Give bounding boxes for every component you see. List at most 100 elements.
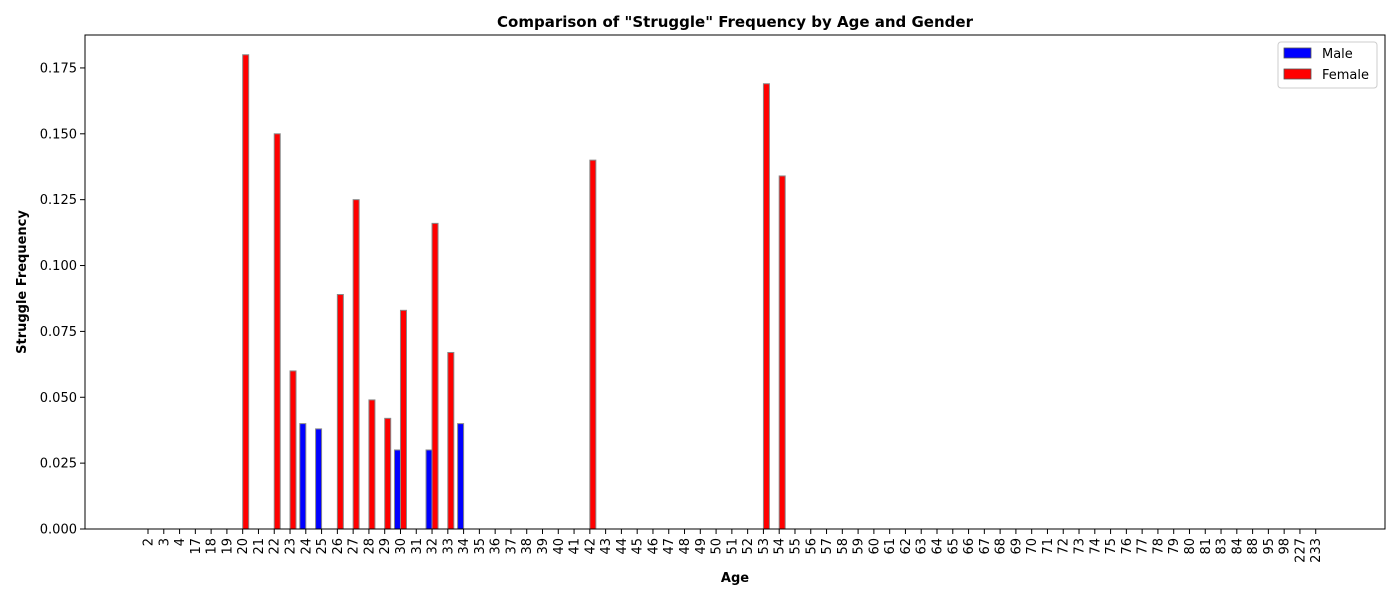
bar-female-22 bbox=[273, 133, 281, 530]
x-tick-label: 19 bbox=[220, 538, 235, 555]
x-tick-label: 73 bbox=[1073, 538, 1088, 555]
legend-swatch-female bbox=[1283, 68, 1312, 80]
x-tick-label: 4 bbox=[173, 538, 188, 546]
x-tick-label: 95 bbox=[1262, 538, 1277, 555]
x-tick-label: 26 bbox=[331, 538, 346, 555]
x-tick-label: 80 bbox=[1183, 538, 1198, 555]
x-tick-label: 40 bbox=[552, 538, 567, 555]
bar-female-33 bbox=[447, 351, 455, 530]
x-tick-label: 44 bbox=[615, 538, 630, 555]
x-tick-label: 47 bbox=[662, 538, 677, 555]
x-tick-label: 50 bbox=[710, 538, 725, 555]
y-tick-label: 0.050 bbox=[40, 391, 77, 406]
x-tick-label: 48 bbox=[678, 538, 693, 555]
x-tick-label: 32 bbox=[426, 538, 441, 555]
x-tick-label: 70 bbox=[1025, 538, 1040, 555]
bar-female-54 bbox=[778, 175, 786, 530]
bar-female-53 bbox=[762, 83, 770, 530]
x-tick-label: 61 bbox=[883, 538, 898, 555]
x-tick-label: 17 bbox=[189, 538, 204, 555]
bar-male-25 bbox=[315, 428, 323, 530]
x-tick-label: 59 bbox=[852, 538, 867, 555]
x-tick-label: 38 bbox=[520, 538, 535, 555]
bar-female-26 bbox=[336, 294, 344, 530]
chart-title: Comparison of "Struggle" Frequency by Ag… bbox=[497, 13, 974, 31]
x-tick-label: 233 bbox=[1309, 538, 1324, 563]
bar-female-30 bbox=[399, 309, 407, 530]
x-tick-label: 33 bbox=[441, 538, 456, 555]
x-tick-label: 98 bbox=[1278, 538, 1293, 555]
x-tick-label: 79 bbox=[1167, 538, 1182, 555]
bar-female-27 bbox=[352, 199, 360, 530]
x-tick-label: 29 bbox=[378, 538, 393, 555]
x-tick-label: 3 bbox=[157, 538, 172, 546]
x-tick-label: 83 bbox=[1215, 538, 1230, 555]
x-tick-label: 39 bbox=[536, 538, 551, 555]
bar-female-32 bbox=[431, 222, 439, 530]
x-tick-label: 18 bbox=[205, 538, 220, 555]
x-tick-label: 77 bbox=[1136, 538, 1151, 555]
x-tick-label: 28 bbox=[362, 538, 377, 555]
x-tick-label: 54 bbox=[773, 538, 788, 555]
x-tick-label: 37 bbox=[504, 538, 519, 555]
x-tick-label: 76 bbox=[1120, 538, 1135, 555]
x-tick-label: 27 bbox=[347, 538, 362, 555]
x-tick-label: 62 bbox=[899, 538, 914, 555]
x-tick-label: 45 bbox=[631, 538, 646, 555]
x-axis: 2 3 4 17 18 19 20 21 22 23 24 25 26 27 28 29 30 31 32 33 34 3… bbox=[142, 529, 1324, 563]
x-tick-label: 23 bbox=[284, 538, 299, 555]
x-tick-label: 52 bbox=[741, 538, 756, 555]
y-tick-label: 0.025 bbox=[40, 457, 77, 472]
y-axis-title: Struggle Frequency bbox=[15, 210, 30, 354]
x-tick-label: 55 bbox=[788, 538, 803, 555]
bar-female-23 bbox=[289, 370, 297, 530]
bar-female-42 bbox=[589, 159, 597, 530]
y-tick-label: 0.100 bbox=[40, 259, 77, 274]
x-tick-label: 2 bbox=[142, 538, 157, 546]
x-tick-label: 60 bbox=[867, 538, 882, 555]
x-tick-label: 67 bbox=[978, 538, 993, 555]
x-tick-label: 42 bbox=[583, 538, 598, 555]
bar-male-30 bbox=[393, 449, 401, 530]
plot-area-frame bbox=[84, 34, 1386, 530]
x-tick-label: 34 bbox=[457, 538, 472, 555]
x-tick-label: 63 bbox=[915, 538, 930, 555]
legend: Male Female bbox=[1277, 41, 1378, 89]
x-tick-label: 88 bbox=[1246, 538, 1261, 555]
x-tick-label: 66 bbox=[962, 538, 977, 555]
bar-female-28 bbox=[368, 399, 376, 530]
x-tick-label: 72 bbox=[1057, 538, 1072, 555]
x-tick-label: 51 bbox=[725, 538, 740, 555]
bar-male-34 bbox=[457, 423, 465, 530]
x-tick-label: 46 bbox=[646, 538, 661, 555]
bar-male-24 bbox=[299, 423, 307, 530]
y-tick-label: 0.075 bbox=[40, 325, 77, 340]
y-tick-label: 0.175 bbox=[40, 61, 77, 76]
bar-female-20 bbox=[242, 54, 250, 530]
x-tick-label: 227 bbox=[1293, 538, 1308, 563]
x-tick-label: 49 bbox=[694, 538, 709, 555]
x-tick-label: 43 bbox=[599, 538, 614, 555]
x-tick-label: 58 bbox=[836, 538, 851, 555]
y-axis: 0.000 0.025 0.050 0.075 0.100 0.125 0.150 0.175 bbox=[40, 61, 85, 538]
x-tick-label: 31 bbox=[410, 538, 425, 555]
y-tick-label: 0.150 bbox=[40, 127, 77, 142]
x-tick-label: 81 bbox=[1199, 538, 1214, 555]
x-tick-label: 21 bbox=[252, 538, 267, 555]
x-tick-label: 74 bbox=[1088, 538, 1103, 555]
x-tick-label: 84 bbox=[1230, 538, 1245, 555]
x-tick-label: 25 bbox=[315, 538, 330, 555]
legend-label-female: Female bbox=[1322, 68, 1369, 83]
x-tick-label: 68 bbox=[994, 538, 1009, 555]
bar-male-32 bbox=[425, 449, 433, 530]
bars-layer bbox=[242, 54, 786, 530]
x-tick-label: 69 bbox=[1009, 538, 1024, 555]
x-tick-label: 53 bbox=[757, 538, 772, 555]
y-tick-label: 0.000 bbox=[40, 523, 77, 538]
x-tick-label: 71 bbox=[1041, 538, 1056, 555]
y-tick-label: 0.125 bbox=[40, 193, 77, 208]
legend-swatch-male bbox=[1283, 47, 1312, 59]
x-tick-label: 35 bbox=[473, 538, 488, 555]
x-tick-label: 65 bbox=[946, 538, 961, 555]
x-axis-title: Age bbox=[721, 571, 749, 586]
